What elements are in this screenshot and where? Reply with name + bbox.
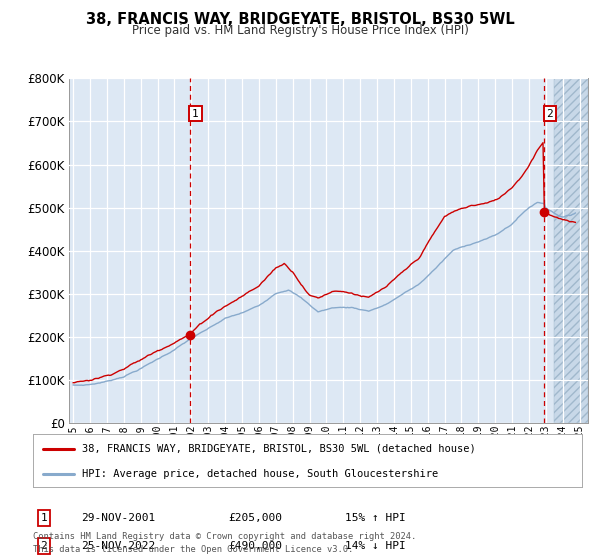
Text: 15% ↑ HPI: 15% ↑ HPI [345,513,406,523]
Text: 29-NOV-2001: 29-NOV-2001 [81,513,155,523]
Text: £205,000: £205,000 [228,513,282,523]
Text: £490,000: £490,000 [228,541,282,551]
Text: 2: 2 [40,541,47,551]
Text: Price paid vs. HM Land Registry's House Price Index (HPI): Price paid vs. HM Land Registry's House … [131,24,469,37]
Text: 1: 1 [192,109,199,119]
Bar [554,78,588,423]
Text: This data is licensed under the Open Government Licence v3.0.: This data is licensed under the Open Gov… [33,545,353,554]
Bar [554,78,588,423]
Text: 2: 2 [547,109,553,119]
Text: 14% ↓ HPI: 14% ↓ HPI [345,541,406,551]
Text: 25-NOV-2022: 25-NOV-2022 [81,541,155,551]
Text: HPI: Average price, detached house, South Gloucestershire: HPI: Average price, detached house, Sout… [82,469,439,479]
Text: 38, FRANCIS WAY, BRIDGEYATE, BRISTOL, BS30 5WL: 38, FRANCIS WAY, BRIDGEYATE, BRISTOL, BS… [86,12,514,27]
Text: 38, FRANCIS WAY, BRIDGEYATE, BRISTOL, BS30 5WL (detached house): 38, FRANCIS WAY, BRIDGEYATE, BRISTOL, BS… [82,444,476,454]
Text: 1: 1 [40,513,47,523]
Text: Contains HM Land Registry data © Crown copyright and database right 2024.: Contains HM Land Registry data © Crown c… [33,532,416,541]
